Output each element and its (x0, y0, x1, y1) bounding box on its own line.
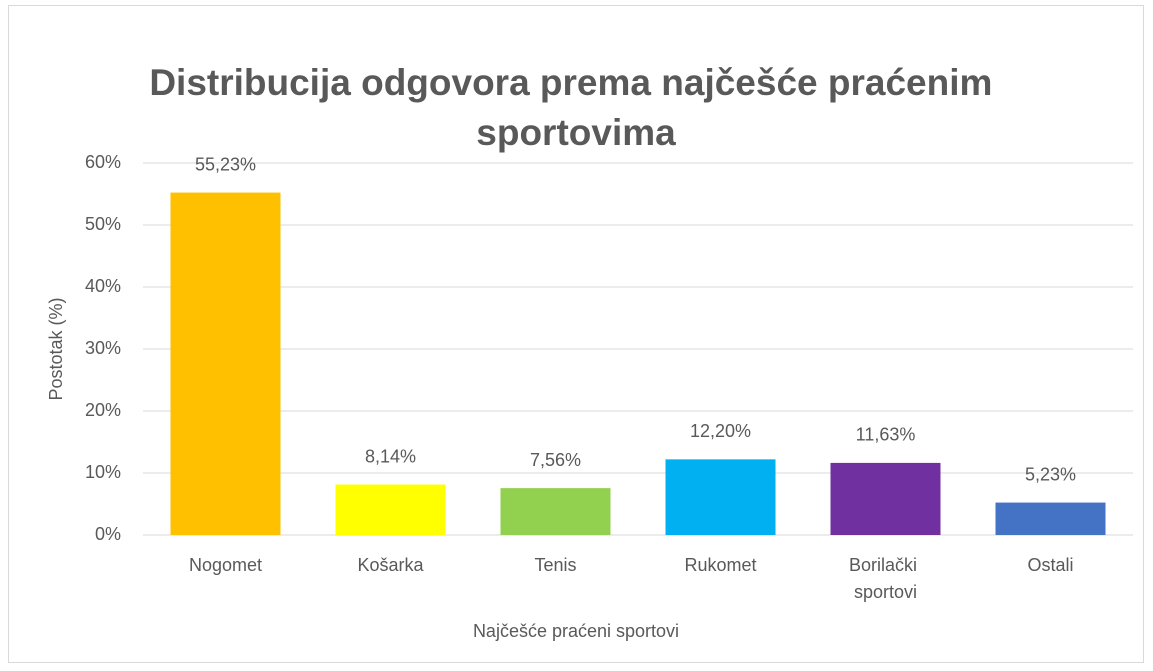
data-label: 7,56% (530, 450, 581, 470)
x-tick-label: Ostali (1027, 555, 1073, 575)
bar (500, 488, 611, 535)
x-tick-label: Rukomet (684, 555, 756, 575)
y-tick-label: 20% (85, 400, 121, 420)
x-tick-label: Košarka (357, 555, 424, 575)
data-label: 8,14% (365, 446, 416, 466)
data-label: 5,23% (1025, 464, 1076, 484)
data-label: 55,23% (195, 154, 256, 174)
data-label: 12,20% (690, 421, 751, 441)
y-tick-label: 0% (95, 524, 121, 544)
y-tick-label: 50% (85, 214, 121, 234)
x-axis-title: Najčešće praćeni sportovi (473, 621, 679, 641)
data-label: 11,63% (856, 425, 916, 445)
bar (335, 484, 446, 535)
bar (665, 459, 776, 535)
bar (830, 462, 941, 535)
y-tick-label: 30% (85, 338, 121, 358)
y-tick-label: 10% (85, 462, 121, 482)
bar (995, 502, 1106, 535)
y-tick-label: 60% (85, 152, 121, 172)
x-tick-label: Nogomet (189, 555, 262, 575)
y-tick-label: 40% (85, 276, 121, 296)
chart-title: Distribucija odgovora prema najčešće pra… (149, 62, 1002, 153)
x-tick-label: Tenis (534, 555, 576, 575)
y-axis-title: Postotak (%) (46, 297, 66, 400)
x-tick-label: Borilački sportovi (849, 555, 922, 602)
bar (170, 192, 281, 535)
